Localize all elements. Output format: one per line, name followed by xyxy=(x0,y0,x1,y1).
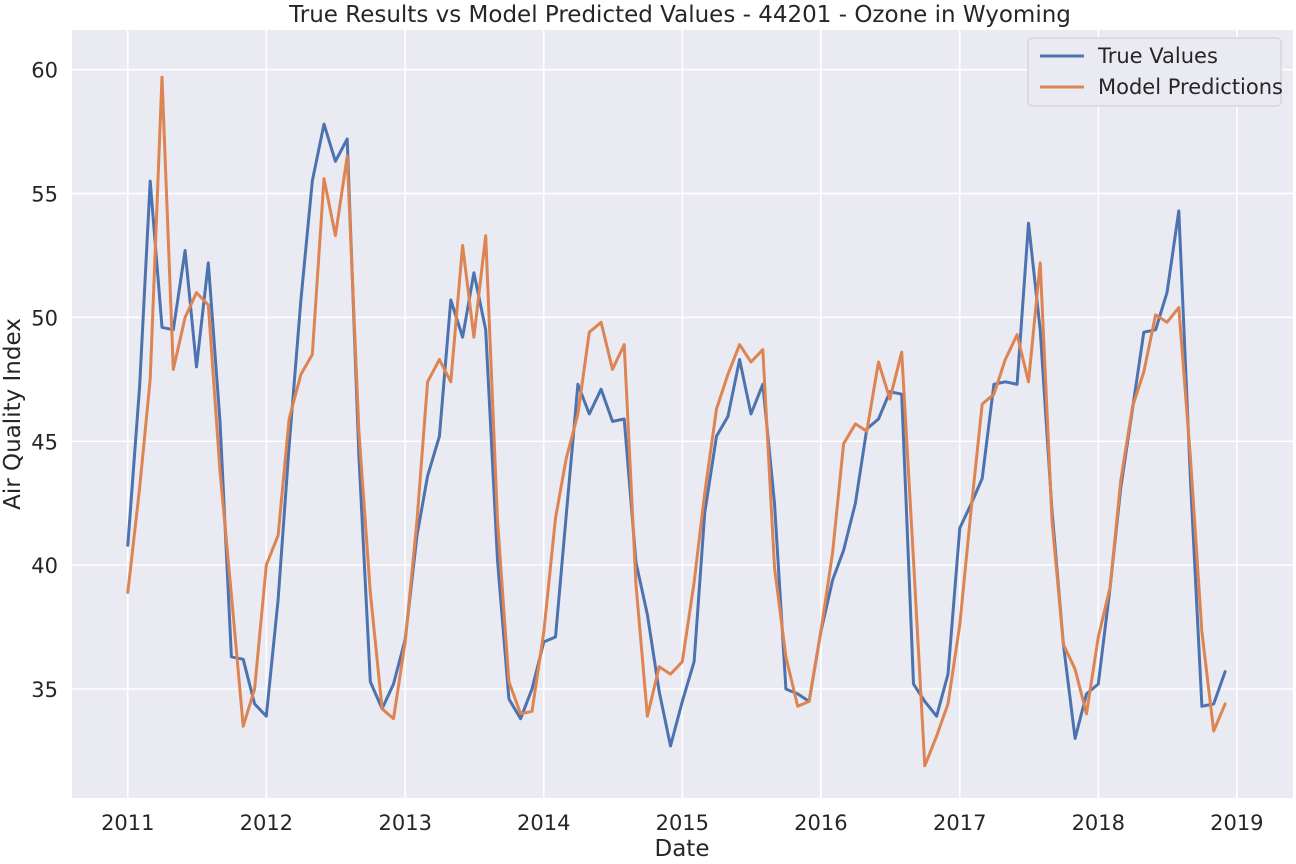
x-tick-label: 2014 xyxy=(517,811,570,835)
legend-label-model-predictions: Model Predictions xyxy=(1098,75,1283,99)
legend-box xyxy=(1027,37,1282,107)
y-tick-label: 40 xyxy=(31,554,58,578)
y-tick-label: 55 xyxy=(31,183,58,207)
y-tick-label: 50 xyxy=(31,306,58,330)
y-axis-ticks: 35 40 45 50 55 60 xyxy=(31,59,58,702)
legend: True Values Model Predictions xyxy=(1027,37,1283,107)
legend-label-true-values: True Values xyxy=(1097,44,1218,68)
y-axis-label: Air Quality Index xyxy=(0,318,26,510)
series-line-model-predictions xyxy=(126,75,1227,768)
x-tick-label: 2013 xyxy=(379,811,432,835)
y-tick-label: 35 xyxy=(31,678,58,702)
y-tick-label: 45 xyxy=(31,430,58,454)
x-tick-label: 2017 xyxy=(933,811,986,835)
x-tick-label: 2016 xyxy=(794,811,847,835)
x-tick-label: 2015 xyxy=(656,811,709,835)
chart-title: True Results vs Model Predicted Values -… xyxy=(288,2,1071,28)
y-tick-label: 60 xyxy=(31,59,58,83)
grid-lines xyxy=(72,30,1293,798)
x-tick-label: 2011 xyxy=(101,811,154,835)
x-tick-label: 2018 xyxy=(1072,811,1125,835)
x-tick-label: 2019 xyxy=(1210,811,1263,835)
x-axis-label: Date xyxy=(655,836,710,862)
x-tick-label: 2012 xyxy=(240,811,293,835)
data-series xyxy=(126,75,1227,768)
series-line-true-values xyxy=(126,122,1227,748)
x-axis-ticks: 2011 2012 2013 2014 2015 2016 2017 2018 2019 xyxy=(101,811,1263,835)
